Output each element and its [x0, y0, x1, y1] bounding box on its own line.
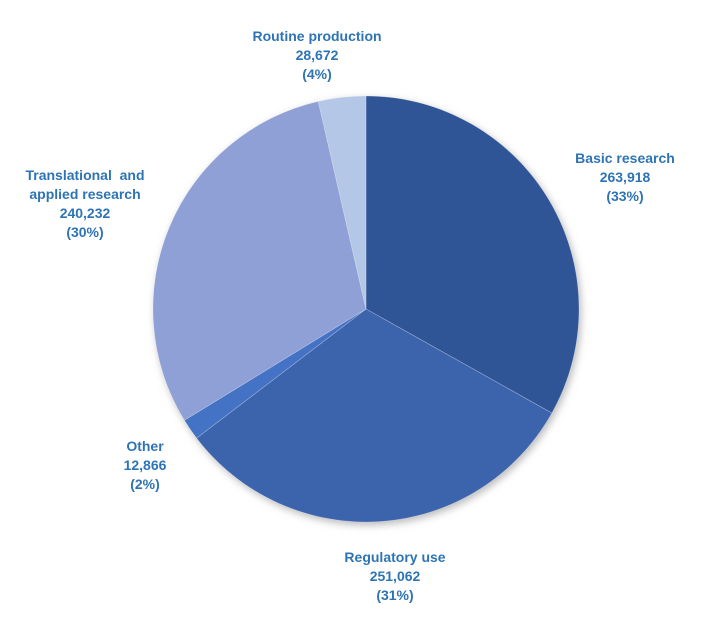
slice-label-other: Other 12,866 (2%) [124, 437, 167, 494]
slice-label-value: 28,672 [295, 47, 339, 63]
slice-label-value: 240,232 [59, 205, 111, 221]
slice-label-value: 12,866 [123, 457, 167, 473]
slice-label-routine-production: Routine production 28,672 (4%) [252, 27, 381, 84]
slice-label-pct: (2%) [130, 476, 160, 492]
slice-label-name: applied research [29, 186, 141, 202]
pie-chart [152, 95, 580, 523]
slice-label-value: 251,062 [369, 568, 421, 584]
slice-label-value: 263,918 [599, 169, 651, 185]
slice-label-pct: (30%) [66, 224, 104, 240]
slice-label-name: Translational and [25, 167, 145, 183]
pie-slice-translational-and-applied-research[interactable] [152, 101, 367, 421]
pie-slice-basic-research[interactable] [365, 95, 580, 414]
slice-label-pct: (33%) [606, 188, 644, 204]
slice-label-name: Basic research [575, 150, 675, 166]
pie-slice-regulatory-use[interactable] [196, 308, 553, 523]
slice-label-pct: (4%) [302, 66, 332, 82]
slice-label-name: Other [126, 438, 164, 454]
pie-slice-other[interactable] [183, 308, 367, 439]
slice-label-translational-and-applied-research: Translational and applied research 240,2… [25, 166, 144, 242]
slice-label-basic-research: Basic research 263,918 (33%) [575, 149, 675, 206]
slice-label-pct: (31%) [376, 587, 414, 603]
slice-label-name: Routine production [252, 28, 382, 44]
slice-label-name: Regulatory use [344, 549, 446, 565]
pie-slice-routine-production[interactable] [317, 95, 367, 310]
slice-label-regulatory-use: Regulatory use 251,062 (31%) [344, 548, 445, 605]
